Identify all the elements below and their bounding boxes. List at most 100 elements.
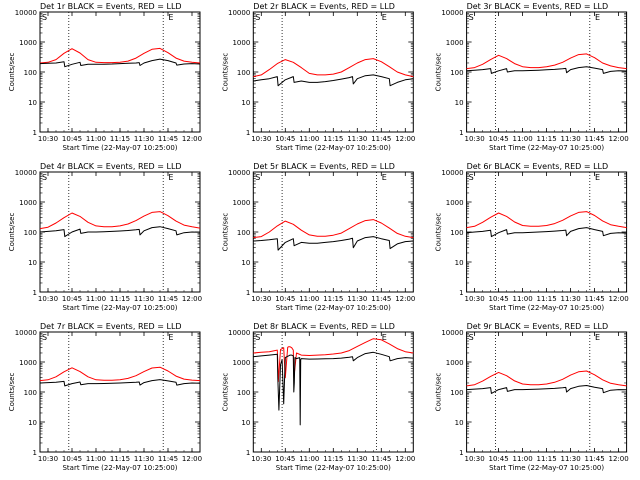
event-marker-e: E bbox=[168, 13, 173, 22]
x-tick-label: 10:45 bbox=[489, 295, 509, 303]
panel-det-4: Det 4r BLACK = Events, RED = LLD S E 1 10 100… bbox=[8, 162, 202, 312]
x-tick-label: 10:45 bbox=[62, 455, 82, 463]
y-axis-title: Counts/sec bbox=[435, 373, 443, 412]
panel-title: Det 4r BLACK = Events, RED = LLD bbox=[40, 162, 182, 171]
x-tick-label: 11:30 bbox=[347, 135, 367, 143]
y-tick-label: 1000 bbox=[232, 359, 250, 367]
y-tick-label: 100 bbox=[24, 389, 37, 397]
y-axis-title: Counts/sec bbox=[8, 213, 16, 252]
y-tick-label: 1 bbox=[246, 129, 250, 137]
panel-title: Det 1r BLACK = Events, RED = LLD bbox=[40, 2, 182, 11]
series-line-events bbox=[39, 226, 201, 238]
y-tick-label: 10 bbox=[455, 259, 464, 267]
event-marker-s: S bbox=[42, 13, 47, 22]
x-tick-label: 11:15 bbox=[537, 295, 557, 303]
y-tick-label: 1000 bbox=[446, 359, 464, 367]
x-tick-label: 11:15 bbox=[110, 455, 130, 463]
x-axis-title: Start Time (22-May-07 10:25:00) bbox=[489, 144, 604, 152]
series-line-events bbox=[466, 385, 627, 394]
x-tick-label: 11:00 bbox=[86, 135, 106, 143]
series-line-lld bbox=[39, 366, 201, 382]
y-axis-title: Counts/sec bbox=[435, 213, 443, 252]
event-marker-s: S bbox=[469, 333, 474, 342]
y-tick-label: 100 bbox=[450, 389, 463, 397]
panel-title: Det 8r BLACK = Events, RED = LLD bbox=[253, 322, 395, 331]
y-tick-label: 1000 bbox=[232, 39, 250, 47]
x-axis-title: Start Time (22-May-07 10:25:00) bbox=[62, 464, 177, 472]
event-marker-s: S bbox=[42, 173, 47, 182]
x-tick-label: 11:30 bbox=[347, 295, 367, 303]
event-marker-s: S bbox=[42, 333, 47, 342]
x-tick-label: 11:15 bbox=[537, 455, 557, 463]
event-marker-e: E bbox=[382, 173, 387, 182]
y-tick-label: 10000 bbox=[441, 329, 463, 337]
series-line-lld bbox=[39, 47, 201, 64]
y-tick-label: 10000 bbox=[15, 329, 37, 337]
x-tick-label: 11:45 bbox=[585, 295, 605, 303]
panel-det-8: Det 8r BLACK = Events, RED = LLD S E 1 10 100… bbox=[221, 322, 415, 472]
x-tick-label: 10:30 bbox=[465, 295, 485, 303]
x-tick-label: 10:45 bbox=[275, 455, 295, 463]
x-tick-label: 10:45 bbox=[489, 455, 509, 463]
panel-title: Det 3r BLACK = Events, RED = LLD bbox=[467, 2, 609, 11]
event-marker-e: E bbox=[382, 13, 387, 22]
y-tick-label: 1 bbox=[459, 129, 463, 137]
x-tick-label: 11:45 bbox=[371, 455, 391, 463]
x-tick-label: 12:00 bbox=[395, 295, 415, 303]
x-tick-label: 10:30 bbox=[251, 295, 271, 303]
event-marker-e: E bbox=[168, 173, 173, 182]
x-tick-label: 11:30 bbox=[134, 295, 154, 303]
x-tick-label: 12:00 bbox=[609, 135, 629, 143]
plot-frame bbox=[252, 11, 414, 133]
plot-frame bbox=[39, 11, 201, 133]
series-line-lld bbox=[253, 58, 414, 78]
x-axis-title: Start Time (22-May-07 10:25:00) bbox=[276, 464, 391, 472]
y-axis-title: Counts/sec bbox=[8, 53, 16, 92]
y-tick-label: 10000 bbox=[441, 169, 463, 177]
plot-frame bbox=[252, 171, 414, 293]
x-tick-label: 11:30 bbox=[561, 455, 581, 463]
series-line-events bbox=[39, 58, 201, 68]
event-marker-e: E bbox=[595, 13, 600, 22]
y-tick-label: 100 bbox=[237, 229, 250, 237]
event-marker-s: S bbox=[469, 13, 474, 22]
series-line-events bbox=[466, 66, 627, 74]
x-tick-label: 10:45 bbox=[275, 295, 295, 303]
y-tick-label: 1000 bbox=[19, 199, 37, 207]
x-tick-label: 11:45 bbox=[158, 455, 178, 463]
x-tick-label: 10:45 bbox=[62, 295, 82, 303]
y-tick-label: 1 bbox=[33, 289, 37, 297]
y-axis-title: Counts/sec bbox=[435, 53, 443, 92]
series-line-events bbox=[253, 351, 414, 426]
event-marker-s: S bbox=[469, 173, 474, 182]
panel-title: Det 6r BLACK = Events, RED = LLD bbox=[467, 162, 609, 171]
y-tick-label: 10000 bbox=[228, 9, 250, 17]
y-axis-title: Counts/sec bbox=[8, 373, 16, 412]
x-tick-label: 11:15 bbox=[110, 295, 130, 303]
x-axis-title: Start Time (22-May-07 10:25:00) bbox=[276, 304, 391, 312]
series-line-events bbox=[253, 236, 414, 251]
x-tick-label: 11:30 bbox=[134, 455, 154, 463]
x-tick-label: 11:30 bbox=[347, 455, 367, 463]
x-tick-label: 11:15 bbox=[110, 135, 130, 143]
y-tick-label: 100 bbox=[237, 389, 250, 397]
y-tick-label: 1 bbox=[246, 289, 250, 297]
x-tick-label: 11:00 bbox=[299, 455, 319, 463]
series-line-lld bbox=[253, 219, 414, 239]
panel-det-3: Det 3r BLACK = Events, RED = LLD S E 1 10 100… bbox=[435, 2, 629, 152]
y-tick-label: 10000 bbox=[15, 9, 37, 17]
x-tick-label: 11:15 bbox=[323, 295, 343, 303]
x-tick-label: 12:00 bbox=[182, 135, 202, 143]
x-tick-label: 12:00 bbox=[609, 295, 629, 303]
y-tick-label: 1 bbox=[246, 449, 250, 457]
x-tick-label: 10:30 bbox=[251, 135, 271, 143]
event-marker-e: E bbox=[595, 333, 600, 342]
x-tick-label: 12:00 bbox=[609, 455, 629, 463]
x-tick-label: 11:00 bbox=[299, 135, 319, 143]
event-marker-s: S bbox=[255, 173, 260, 182]
y-tick-label: 1 bbox=[33, 129, 37, 137]
x-tick-label: 11:30 bbox=[134, 135, 154, 143]
panel-det-9: Det 9r BLACK = Events, RED = LLD S E 1 10 100… bbox=[435, 322, 629, 472]
series-line-lld bbox=[466, 211, 627, 229]
